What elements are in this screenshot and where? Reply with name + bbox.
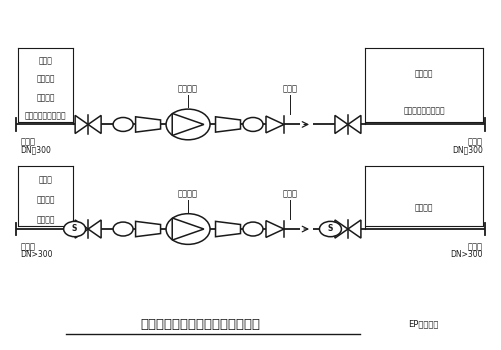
Text: 电动闸阀: 电动闸阀 xyxy=(37,216,55,225)
Circle shape xyxy=(320,221,341,237)
Polygon shape xyxy=(348,116,361,133)
Polygon shape xyxy=(75,116,88,133)
Text: DN＜300: DN＜300 xyxy=(452,145,483,154)
Text: 止回阀: 止回阀 xyxy=(283,189,298,198)
Circle shape xyxy=(166,109,210,140)
Polygon shape xyxy=(215,117,240,132)
Text: S: S xyxy=(72,224,77,233)
Circle shape xyxy=(113,222,133,236)
Text: DN>300: DN>300 xyxy=(450,250,483,259)
Text: 消防水泵吸水管，出水管阀门设置: 消防水泵吸水管，出水管阀门设置 xyxy=(141,318,261,331)
Text: EP机电安装: EP机电安装 xyxy=(408,320,438,329)
Text: 可不设置: 可不设置 xyxy=(37,75,55,84)
Text: 消防水泵: 消防水泵 xyxy=(178,84,198,93)
Polygon shape xyxy=(172,218,204,240)
Circle shape xyxy=(243,222,263,236)
Polygon shape xyxy=(75,220,88,238)
Polygon shape xyxy=(136,117,160,132)
Circle shape xyxy=(64,221,86,237)
Text: 消防水泵: 消防水泵 xyxy=(178,189,198,198)
Text: 出水管: 出水管 xyxy=(468,138,483,147)
Text: 出水管: 出水管 xyxy=(468,242,483,251)
Text: 吸水管: 吸水管 xyxy=(21,138,36,147)
Polygon shape xyxy=(348,220,361,238)
Text: 过滤器: 过滤器 xyxy=(39,176,53,185)
Text: DN＜300: DN＜300 xyxy=(21,145,52,154)
Text: 过滤器: 过滤器 xyxy=(39,56,53,65)
Circle shape xyxy=(113,118,133,131)
Polygon shape xyxy=(215,221,240,237)
Text: S: S xyxy=(328,224,333,233)
Circle shape xyxy=(243,118,263,131)
Text: 明杆闸阀: 明杆闸阀 xyxy=(37,93,55,102)
Text: 明杆闸阀: 明杆闸阀 xyxy=(415,69,433,78)
Polygon shape xyxy=(172,113,204,135)
Text: 可不设置: 可不设置 xyxy=(37,196,55,205)
Polygon shape xyxy=(136,221,160,237)
Polygon shape xyxy=(266,220,284,237)
Text: 吸水管: 吸水管 xyxy=(21,242,36,251)
Polygon shape xyxy=(88,220,101,238)
Polygon shape xyxy=(88,116,101,133)
Circle shape xyxy=(166,214,210,244)
Text: 电动闸阀: 电动闸阀 xyxy=(415,204,433,213)
Text: 止回阀: 止回阀 xyxy=(283,84,298,93)
Polygon shape xyxy=(266,116,284,133)
Polygon shape xyxy=(335,220,348,238)
Text: DN>300: DN>300 xyxy=(21,250,53,259)
Polygon shape xyxy=(335,116,348,133)
Text: 或带自锁装置的蝶阀: 或带自锁装置的蝶阀 xyxy=(25,112,67,121)
Text: 或带自锁装置的蝶阀: 或带自锁装置的蝶阀 xyxy=(403,106,445,115)
